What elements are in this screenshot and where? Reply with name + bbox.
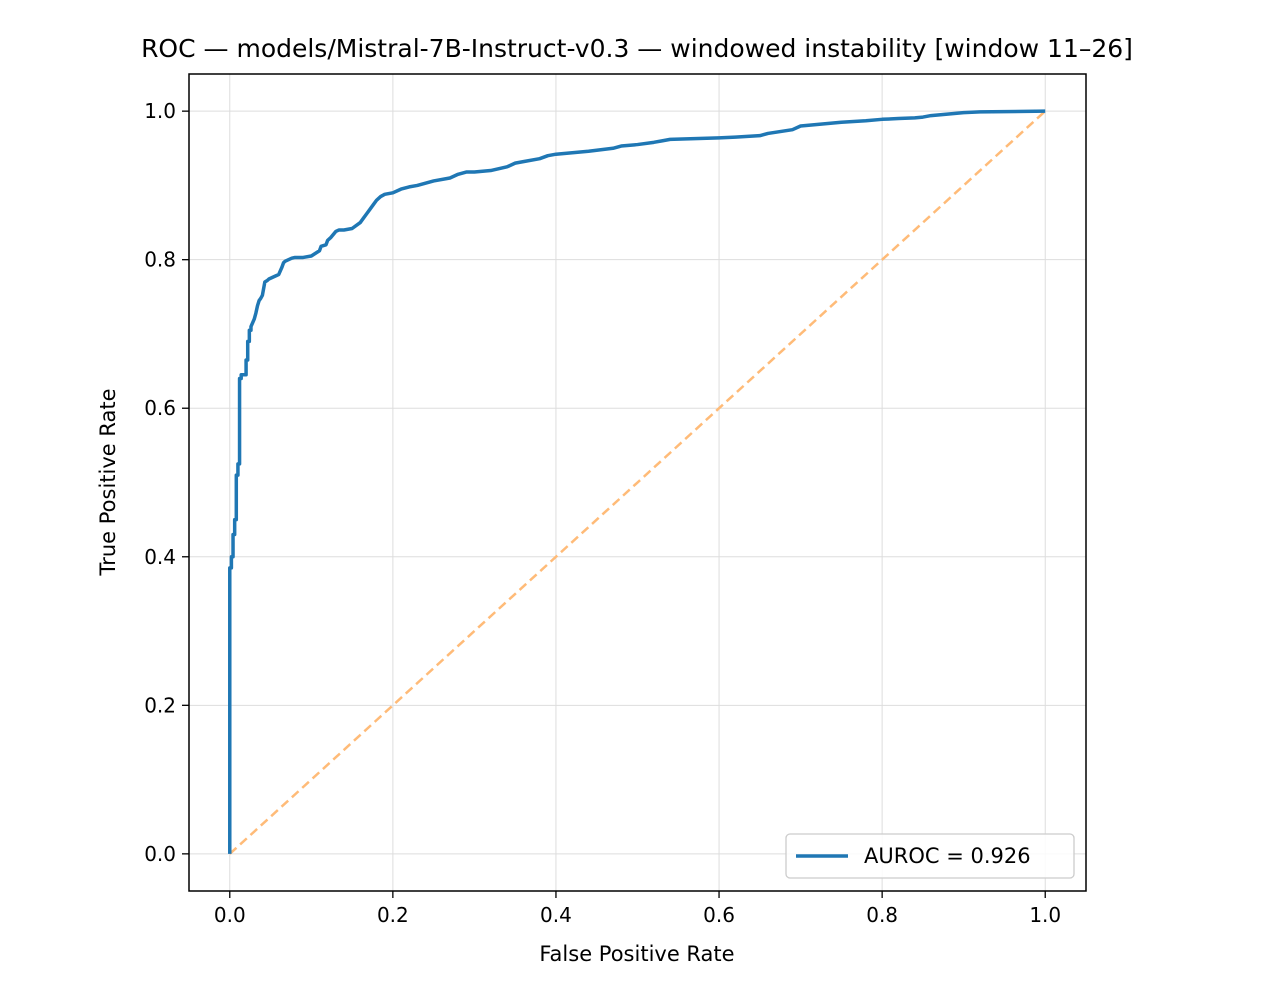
- x-tick-label: 0.2: [377, 903, 409, 927]
- y-axis-label: True Positive Rate: [96, 388, 120, 576]
- chart-title: ROC — models/Mistral-7B-Instruct-v0.3 — …: [141, 34, 1133, 63]
- x-tick-label: 1.0: [1029, 903, 1061, 927]
- y-tick-label: 0.2: [144, 693, 176, 717]
- x-axis-label: False Positive Rate: [539, 942, 734, 966]
- y-tick-label: 0.0: [144, 842, 176, 866]
- legend-label: AUROC = 0.926: [864, 844, 1031, 868]
- x-tick-label: 0.0: [214, 903, 246, 927]
- x-tick-label: 0.6: [703, 903, 735, 927]
- x-axis-ticks: 0.0 0.2 0.4 0.6 0.8 1.0: [214, 891, 1061, 927]
- roc-curve-line: [228, 109, 1046, 854]
- x-tick-label: 0.4: [540, 903, 572, 927]
- y-tick-label: 0.8: [144, 248, 176, 272]
- plot-area: [228, 109, 1047, 855]
- legend-box: [785, 833, 1075, 879]
- legend: AUROC = 0.926: [785, 833, 1075, 879]
- chance-line: [228, 110, 1047, 855]
- y-axis-ticks: 0.0 0.2 0.4 0.6 0.8 1.0: [144, 99, 189, 866]
- y-tick-label: 1.0: [144, 99, 176, 123]
- y-tick-label: 0.4: [144, 545, 176, 569]
- plot-frame: [188, 73, 1087, 892]
- y-tick-label: 0.6: [144, 396, 176, 420]
- x-tick-label: 0.8: [866, 903, 898, 927]
- grid: [189, 74, 1086, 891]
